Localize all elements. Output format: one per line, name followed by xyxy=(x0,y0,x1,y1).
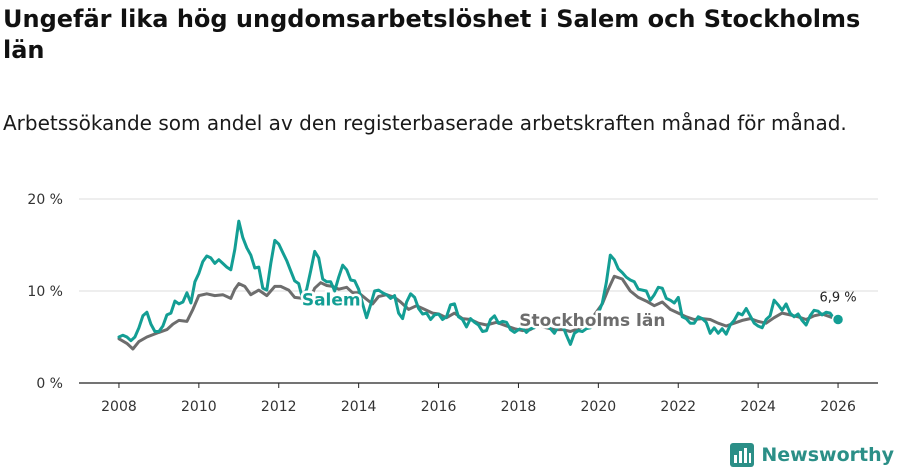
series-label-stockholms-lan: Stockholms län xyxy=(519,311,665,331)
x-tick-label: 2010 xyxy=(181,399,217,415)
newsworthy-brand[interactable]: Newsworthy xyxy=(729,442,894,468)
series-line-stockholms-l-n xyxy=(117,274,840,351)
gridlines xyxy=(79,198,878,292)
x-tick-label: 2024 xyxy=(740,399,776,415)
x-tick-label: 2016 xyxy=(421,399,457,415)
y-axis: 0 % 10 % 20 % xyxy=(27,192,63,392)
x-tick-label: 2012 xyxy=(261,399,297,415)
y-tick-label: 10 % xyxy=(27,284,63,300)
x-tick-label: 2018 xyxy=(501,399,537,415)
x-tick-label: 2014 xyxy=(341,399,377,415)
x-tick-label: 2022 xyxy=(660,399,696,415)
x-axis: 2008 2010 2012 2014 2016 2018 2020 2022 2024 2026 xyxy=(79,382,878,415)
series-labels: Salem Stockholms län 6,9 % xyxy=(299,288,856,333)
series-label-salem: Salem xyxy=(302,291,361,311)
chart-subtitle: Arbetssökande som andel av den registerb… xyxy=(3,111,847,135)
x-tick-label: 2020 xyxy=(581,399,617,415)
end-value-label: 6,9 % xyxy=(819,291,856,306)
brand-name: Newsworthy xyxy=(761,444,894,466)
series-line-salem xyxy=(117,219,840,346)
chart-title: Ungefär lika hög ungdomsarbetslöshet i S… xyxy=(3,5,861,64)
newsworthy-logo-icon xyxy=(730,443,755,467)
y-tick-label: 0 % xyxy=(36,376,63,392)
x-tick-label: 2026 xyxy=(820,399,856,415)
y-tick-label: 20 % xyxy=(27,192,63,208)
end-point-marker xyxy=(831,313,845,326)
x-tick-label: 2008 xyxy=(101,399,137,415)
series-lines xyxy=(117,219,840,351)
